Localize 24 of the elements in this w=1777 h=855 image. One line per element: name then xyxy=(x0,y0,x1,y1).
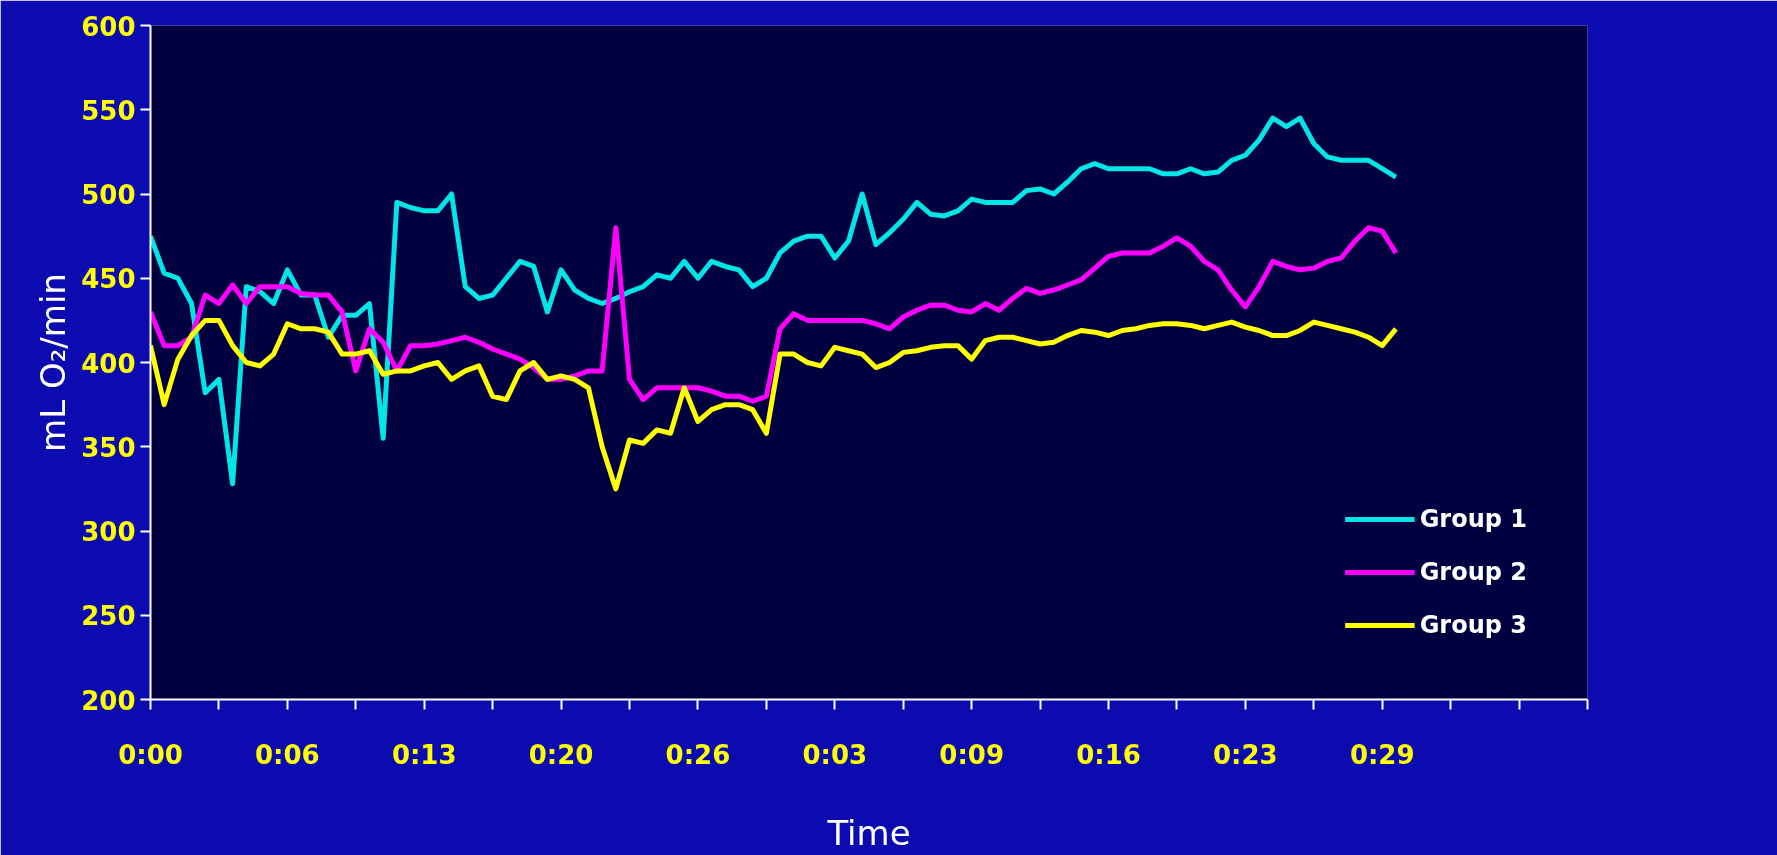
x-tick-label: 0:16 xyxy=(1076,739,1141,770)
x-tick-label: 0:20 xyxy=(528,739,594,770)
y-tick-label: 600 xyxy=(81,11,136,42)
x-tick-label: 0:03 xyxy=(802,739,868,770)
y-tick-label: 350 xyxy=(81,432,136,463)
y-tick-label: 300 xyxy=(81,517,136,547)
legend-label: Group 1 xyxy=(1419,505,1527,533)
y-axis-title: mL O₂/min xyxy=(33,273,74,452)
y-tick-label: 450 xyxy=(81,264,136,295)
y-tick-label: 200 xyxy=(81,685,136,716)
x-tick-label: 0:13 xyxy=(391,739,457,770)
x-tick-label: 0:29 xyxy=(1349,739,1415,770)
x-tick-label: 0:06 xyxy=(255,739,320,770)
x-tick-label: 0:26 xyxy=(665,739,731,770)
y-tick-label: 500 xyxy=(81,180,136,210)
x-tick-label: 0:00 xyxy=(118,739,183,770)
x-tick-label: 0:09 xyxy=(939,739,1004,770)
legend-label: Group 3 xyxy=(1419,611,1527,639)
legend-label: Group 2 xyxy=(1419,558,1527,586)
y-tick-label: 550 xyxy=(81,95,136,126)
x-tick-label: 0:23 xyxy=(1213,739,1278,770)
x-axis-title: Time xyxy=(826,812,911,853)
y-tick-label: 250 xyxy=(81,601,136,632)
y-tick-label: 400 xyxy=(81,348,136,379)
